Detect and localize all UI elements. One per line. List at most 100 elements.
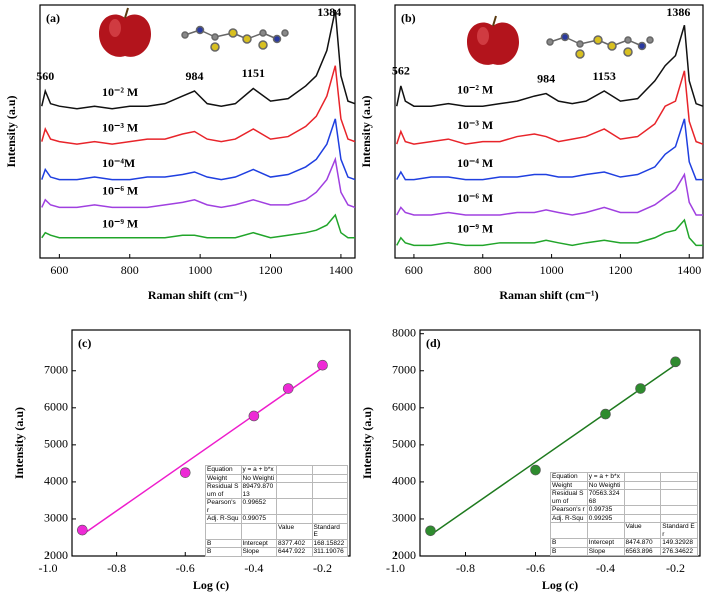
table-cell: Intercept — [586, 538, 625, 548]
table-cell: Adj. R-Squ — [205, 514, 242, 524]
table-cell: 8474.870 — [623, 538, 662, 548]
x-tick-label: -0.2 — [313, 561, 332, 575]
table-cell: Pearson's r — [205, 498, 242, 515]
table-row: B Intercept 8474.870 149.32928 — [550, 538, 698, 548]
data-point — [600, 408, 611, 420]
peak-label: 562 — [392, 64, 410, 78]
table-cell — [276, 473, 313, 483]
molecule-icon — [546, 32, 654, 59]
table-cell: Standard E — [311, 522, 348, 540]
table-cell: 149.32928 — [660, 538, 698, 548]
table-row: Pearson's r 0.99652 — [205, 498, 348, 515]
data-point — [248, 410, 260, 422]
data-point — [425, 525, 436, 537]
data-point — [179, 467, 191, 478]
concentration-label: 10⁻⁴M — [102, 156, 135, 170]
peak-label: 984 — [537, 71, 555, 85]
peak-label: 1151 — [242, 66, 265, 80]
table-cell: 168.15822 — [311, 538, 348, 548]
molecule-icon — [181, 25, 289, 52]
table-cell: No Weighti — [586, 480, 625, 490]
spectrum-line — [41, 118, 356, 181]
x-tick-label: 600 — [405, 263, 423, 277]
x-axis-label: Raman shift (cm⁻¹) — [499, 288, 598, 302]
table-cell: 311.19076 — [311, 547, 348, 557]
concentration-label: 10⁻³ M — [102, 120, 138, 134]
panel-label: (b) — [401, 11, 416, 25]
table-cell: Adj. R-Squ — [550, 513, 588, 523]
panel-label: (a) — [46, 11, 60, 25]
table-cell: y = a + b*x — [586, 472, 625, 482]
table-cell: 70563.324 68 — [586, 489, 625, 506]
y-tick-label: 6000 — [392, 400, 416, 414]
table-row: Pearson's r 0.99735 — [550, 505, 698, 515]
x-tick-label: 800 — [121, 263, 139, 277]
peak-label: 1384 — [317, 5, 341, 19]
peak-label: 984 — [186, 69, 204, 83]
table-cell: Standard Er — [660, 522, 698, 539]
y-axis-label: Intensity (a.u) — [4, 95, 18, 167]
y-tick-label: 7000 — [44, 363, 68, 377]
table-cell — [660, 513, 698, 523]
x-tick-label: -0.8 — [456, 561, 475, 575]
table-cell: 0.99735 — [586, 505, 625, 515]
spectrum-line — [396, 172, 703, 216]
y-axis-label: Intensity (a.u) — [360, 407, 374, 479]
y-tick-label: 7000 — [392, 363, 416, 377]
table-row: Weight No Weighti — [550, 480, 698, 490]
concentration-label: 10⁻² M — [457, 82, 493, 96]
table-cell — [623, 472, 662, 482]
table-cell: 8377.402 — [276, 538, 313, 548]
table-row: B Slope 6563.896 276.34622 — [550, 546, 698, 556]
table-row: Equation y = a + b*x — [550, 472, 698, 482]
table-cell: Weight — [205, 473, 242, 483]
x-tick-label: 1400 — [677, 263, 701, 277]
table-cell: Residual Sum of — [550, 489, 588, 506]
x-tick-label: 1400 — [329, 263, 353, 277]
table-cell: B — [205, 547, 242, 557]
x-tick-label: 800 — [474, 263, 492, 277]
table-cell — [623, 489, 662, 506]
table-cell — [311, 514, 348, 524]
table-cell: 0.99652 — [240, 498, 277, 515]
plot-frame — [394, 4, 704, 259]
x-tick-label: -0.8 — [107, 561, 126, 575]
y-tick-label: 8000 — [392, 325, 416, 339]
apple-icon — [467, 15, 519, 65]
table-cell: Value — [623, 522, 662, 539]
x-tick-label: -1.0 — [386, 561, 405, 575]
table-cell: 6563.896 — [623, 546, 662, 556]
fit-line — [81, 366, 323, 536]
table-cell — [660, 472, 698, 482]
y-tick-label: 5000 — [44, 437, 68, 451]
fit-line — [430, 364, 676, 536]
table-cell: 89479.870 13 — [240, 482, 277, 499]
table-cell — [623, 480, 662, 490]
table-cell: Slope — [240, 547, 277, 557]
table-row: B Intercept 8377.402 168.15822 — [205, 538, 348, 548]
table-cell: Slope — [586, 546, 625, 556]
table-cell — [586, 522, 625, 539]
table-cell: No Weighti — [240, 473, 277, 483]
table-cell: B — [550, 546, 588, 556]
table-cell — [311, 498, 348, 515]
spectrum-line — [41, 156, 356, 209]
concentration-label: 10⁻⁹ M — [457, 222, 493, 236]
spectrum-line — [41, 65, 356, 145]
table-cell — [276, 498, 313, 515]
fit-table: Equation y = a + b*x Weight No Weighti Resid… — [205, 465, 348, 557]
y-tick-label: 2000 — [392, 548, 416, 562]
plot-frame — [39, 4, 356, 259]
table-cell: y = a + b*x — [240, 465, 277, 475]
y-tick-label: 5000 — [392, 437, 416, 451]
y-tick-label: 4000 — [392, 474, 416, 488]
spectrum-line — [41, 9, 356, 110]
peak-label: 1386 — [666, 5, 690, 19]
concentration-label: 10⁻⁹ M — [102, 217, 138, 231]
table-cell: Intercept — [240, 538, 277, 548]
table-cell: 276.34622 — [660, 546, 698, 556]
x-tick-label: -0.2 — [666, 561, 685, 575]
table-cell: B — [550, 538, 588, 548]
table-cell — [311, 482, 348, 499]
